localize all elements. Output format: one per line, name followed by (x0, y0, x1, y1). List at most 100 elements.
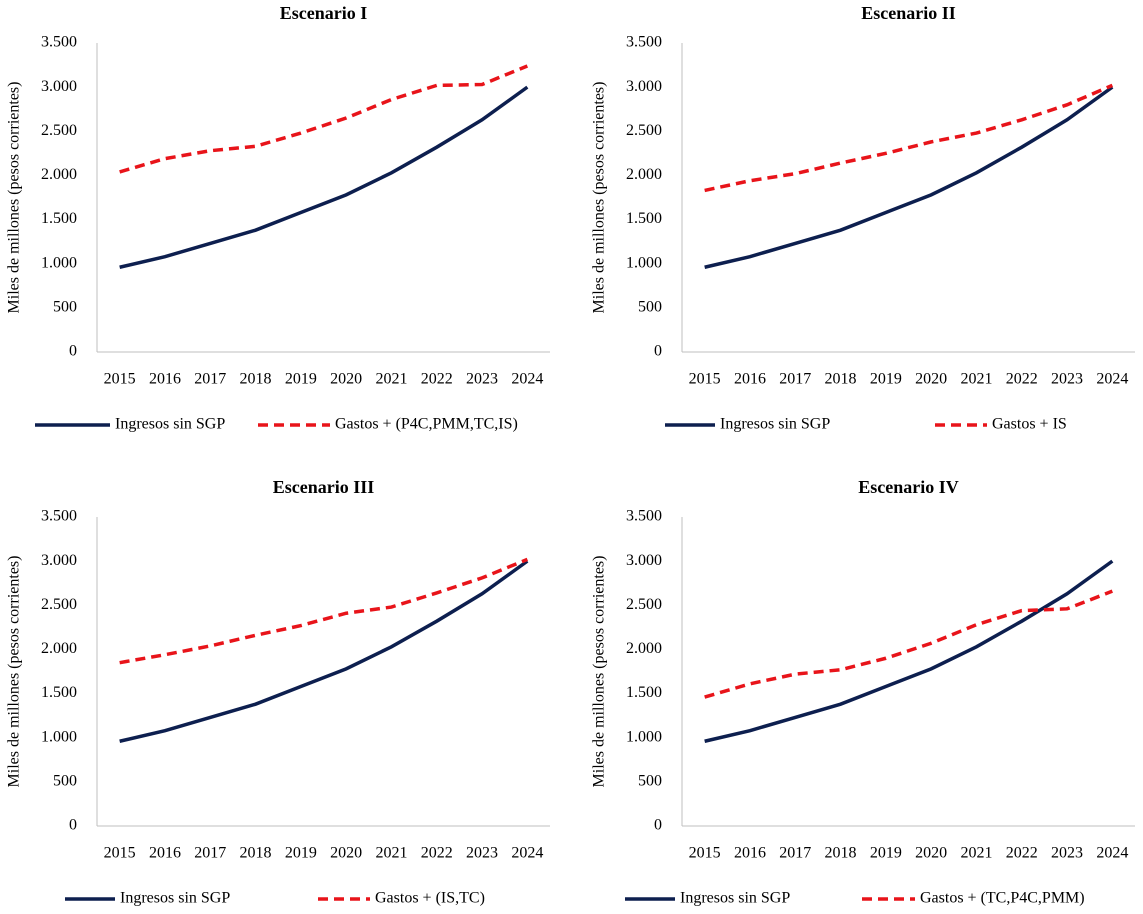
chart-title: Escenario II (861, 3, 956, 23)
x-tick-label: 2023 (1051, 371, 1083, 388)
x-tick-label: 2015 (104, 371, 136, 388)
legend-label: Gastos + (TC,P4C,PMM) (920, 890, 1085, 907)
x-tick-label: 2015 (689, 845, 721, 862)
y-tick-label: 1.500 (626, 210, 662, 227)
y-tick-label: 3.500 (626, 508, 662, 525)
chart-title: Escenario III (273, 477, 375, 497)
legend-label: Ingresos sin SGP (120, 890, 230, 907)
y-tick-label: 3.000 (626, 78, 662, 95)
x-tick-label: 2019 (285, 845, 317, 862)
y-tick-label: 1.000 (41, 728, 77, 745)
x-tick-label: 2016 (734, 845, 766, 862)
x-tick-label: 2024 (1096, 371, 1128, 388)
series-line (704, 83, 1114, 193)
chart-title: Escenario IV (858, 477, 959, 497)
x-tick-label: 2015 (104, 845, 136, 862)
y-axis-label: Miles de millones (pesos corrientes) (6, 556, 23, 788)
y-tick-label: 1.500 (41, 210, 77, 227)
x-tick-label: 2024 (1096, 845, 1128, 862)
chart-title: Escenario I (280, 3, 368, 23)
y-tick-label: 2.000 (41, 640, 77, 657)
x-tick-label: 2017 (194, 371, 226, 388)
x-tick-label: 2020 (330, 845, 362, 862)
y-tick-label: 2.000 (626, 166, 662, 183)
y-tick-label: 3.000 (41, 78, 77, 95)
y-tick-label: 2.500 (41, 122, 77, 139)
y-tick-label: 3.500 (626, 34, 662, 51)
series-line (119, 85, 529, 269)
y-axis-label: Miles de millones (pesos corrientes) (591, 556, 608, 788)
series-line (704, 589, 1113, 699)
y-axis-label: Miles de millones (pesos corrientes) (591, 82, 608, 314)
series-line (119, 557, 529, 665)
chart-panel: Escenario III Miles de millones (pesos co… (6, 477, 550, 907)
y-tick-label: 0 (69, 817, 77, 834)
x-tick-label: 2022 (421, 845, 453, 862)
chart-panel: Escenario I Miles de millones (pesos corr… (6, 3, 550, 433)
x-tick-label: 2020 (915, 371, 947, 388)
y-tick-label: 0 (69, 343, 77, 360)
series-line (704, 559, 1114, 743)
x-tick-label: 2018 (825, 845, 857, 862)
y-tick-label: 0 (654, 817, 662, 834)
x-tick-label: 2018 (825, 371, 857, 388)
x-tick-label: 2018 (240, 845, 272, 862)
legend-label: Gastos + (P4C,PMM,TC,IS) (335, 416, 518, 433)
x-tick-label: 2017 (779, 371, 811, 388)
y-tick-label: 2.500 (626, 122, 662, 139)
y-tick-label: 1.000 (626, 728, 662, 745)
x-tick-label: 2015 (689, 371, 721, 388)
y-axis-label: Miles de millones (pesos corrientes) (6, 82, 23, 314)
x-tick-label: 2023 (466, 845, 498, 862)
y-tick-label: 1.500 (626, 684, 662, 701)
legend-label: Ingresos sin SGP (680, 890, 790, 907)
x-tick-label: 2022 (1006, 371, 1038, 388)
y-tick-label: 500 (53, 299, 77, 316)
x-tick-label: 2022 (421, 371, 453, 388)
y-tick-label: 2.000 (41, 166, 77, 183)
y-tick-label: 1.500 (41, 684, 77, 701)
x-tick-label: 2017 (194, 845, 226, 862)
series-line (119, 559, 529, 743)
legend-label: Ingresos sin SGP (720, 416, 830, 433)
x-tick-label: 2023 (466, 371, 498, 388)
y-tick-label: 2.500 (41, 596, 77, 613)
x-tick-label: 2019 (870, 845, 902, 862)
y-tick-label: 0 (654, 343, 662, 360)
y-tick-label: 1.000 (626, 254, 662, 271)
y-tick-label: 1.000 (41, 254, 77, 271)
legend-label: Ingresos sin SGP (115, 416, 225, 433)
y-tick-label: 2.500 (626, 596, 662, 613)
x-tick-label: 2016 (734, 371, 766, 388)
x-tick-label: 2017 (779, 845, 811, 862)
series-line (119, 64, 529, 174)
legend-label: Gastos + IS (992, 416, 1067, 433)
x-tick-label: 2019 (285, 371, 317, 388)
y-tick-label: 3.500 (41, 34, 77, 51)
x-tick-label: 2020 (915, 845, 947, 862)
x-tick-label: 2021 (960, 371, 992, 388)
y-tick-label: 3.000 (41, 552, 77, 569)
x-tick-label: 2020 (330, 371, 362, 388)
x-tick-label: 2024 (511, 845, 543, 862)
y-tick-label: 500 (638, 773, 662, 790)
y-tick-label: 3.000 (626, 552, 662, 569)
x-tick-label: 2021 (960, 845, 992, 862)
x-tick-label: 2018 (240, 371, 272, 388)
x-tick-label: 2024 (511, 371, 543, 388)
x-tick-label: 2016 (149, 845, 181, 862)
x-tick-label: 2023 (1051, 845, 1083, 862)
x-tick-label: 2022 (1006, 845, 1038, 862)
y-tick-label: 2.000 (626, 640, 662, 657)
x-tick-label: 2016 (149, 371, 181, 388)
x-tick-label: 2021 (375, 845, 407, 862)
chart-panel: Escenario II Miles de millones (pesos cor… (591, 3, 1135, 433)
y-tick-label: 500 (638, 299, 662, 316)
y-tick-label: 500 (53, 773, 77, 790)
y-tick-label: 3.500 (41, 508, 77, 525)
series-line (704, 85, 1114, 269)
chart-panel: Escenario IV Miles de millones (pesos cor… (591, 477, 1135, 907)
x-tick-label: 2021 (375, 371, 407, 388)
x-tick-label: 2019 (870, 371, 902, 388)
